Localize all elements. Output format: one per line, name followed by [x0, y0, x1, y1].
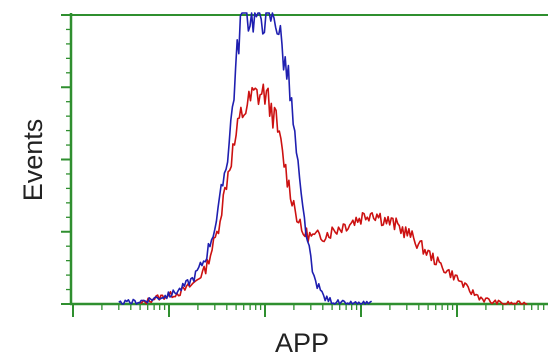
x-axis-label: APP [275, 328, 329, 358]
y-axis-label: Events [18, 119, 48, 202]
blue-histogram-series [118, 12, 373, 305]
plot-frame [69, 13, 548, 306]
axis-ticks [61, 14, 548, 317]
series-layer [118, 12, 528, 305]
red-histogram-series [140, 83, 528, 305]
